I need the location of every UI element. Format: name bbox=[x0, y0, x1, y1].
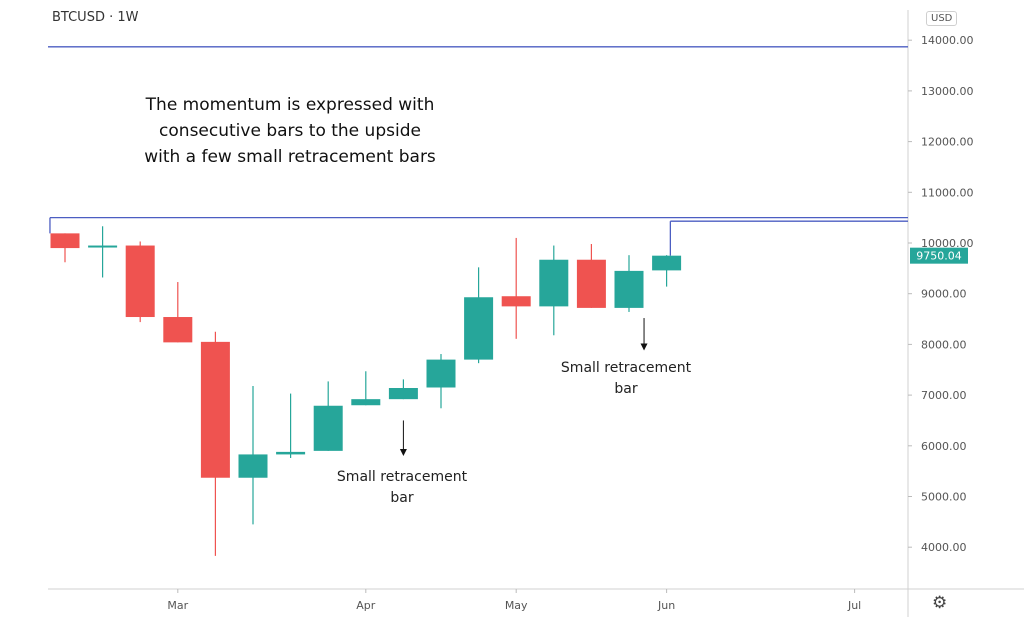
retracement-annotation-2: Small retracement bar bbox=[542, 358, 710, 400]
candle-body[interactable] bbox=[614, 270, 644, 308]
candle-body[interactable] bbox=[125, 245, 155, 318]
x-tick-label: Mar bbox=[167, 599, 188, 612]
candle-body[interactable] bbox=[539, 259, 569, 307]
annotation-line: bar bbox=[390, 490, 414, 506]
annotation-line: Small retracement bbox=[560, 360, 692, 376]
candle-body[interactable] bbox=[88, 245, 118, 248]
x-tick-label: Jun bbox=[657, 599, 675, 612]
symbol-title: BTCUSD · 1W bbox=[52, 10, 139, 25]
y-tick-label: 12000.00 bbox=[921, 136, 974, 149]
y-tick-label: 11000.00 bbox=[921, 186, 974, 199]
y-tick-label: 5000.00 bbox=[921, 491, 967, 504]
y-tick-label: 4000.00 bbox=[921, 541, 967, 554]
currency-badge[interactable]: USD bbox=[926, 11, 958, 26]
last-price-tag bbox=[910, 247, 968, 264]
y-tick-label: 8000.00 bbox=[921, 338, 967, 351]
candle-body[interactable] bbox=[501, 296, 531, 307]
arrow-head-icon bbox=[399, 448, 407, 456]
candle-body[interactable] bbox=[276, 451, 306, 455]
candle-body[interactable] bbox=[426, 359, 456, 388]
annotation-line: consecutive bars to the upside bbox=[159, 121, 421, 141]
candle-body[interactable] bbox=[163, 317, 193, 343]
x-tick-label: Apr bbox=[356, 599, 376, 612]
x-tick-label: Jul bbox=[847, 599, 861, 612]
y-tick-label: 10000.00 bbox=[921, 237, 974, 250]
candle-body[interactable] bbox=[200, 341, 230, 478]
y-tick-label: 13000.00 bbox=[921, 85, 974, 98]
candle-body[interactable] bbox=[576, 259, 606, 308]
candle-body[interactable] bbox=[464, 297, 494, 360]
annotation-line: with a few small retracement bars bbox=[144, 147, 436, 167]
candle-body[interactable] bbox=[388, 388, 418, 400]
y-tick-label: 7000.00 bbox=[921, 389, 967, 402]
candle-body[interactable] bbox=[238, 454, 268, 478]
annotation-line: The momentum is expressed with bbox=[145, 95, 435, 115]
candle-body[interactable] bbox=[351, 399, 381, 406]
momentum-annotation: The momentum is expressed with consecuti… bbox=[110, 92, 470, 170]
arrow-head-icon bbox=[640, 343, 648, 351]
retracement-annotation-1: Small retracement bar bbox=[318, 467, 486, 509]
y-tick-label: 6000.00 bbox=[921, 440, 967, 453]
y-tick-label: 14000.00 bbox=[921, 34, 974, 47]
last-price-label: 9750.04 bbox=[916, 250, 962, 263]
annotation-line: Small retracement bbox=[336, 469, 468, 485]
candle-body[interactable] bbox=[50, 233, 80, 249]
candle-body[interactable] bbox=[652, 255, 682, 271]
annotation-line: bar bbox=[614, 381, 638, 397]
y-tick-label: 9000.00 bbox=[921, 288, 967, 301]
candle-body[interactable] bbox=[313, 405, 343, 451]
gear-icon[interactable]: ⚙ bbox=[932, 593, 948, 613]
x-tick-label: May bbox=[505, 599, 528, 612]
